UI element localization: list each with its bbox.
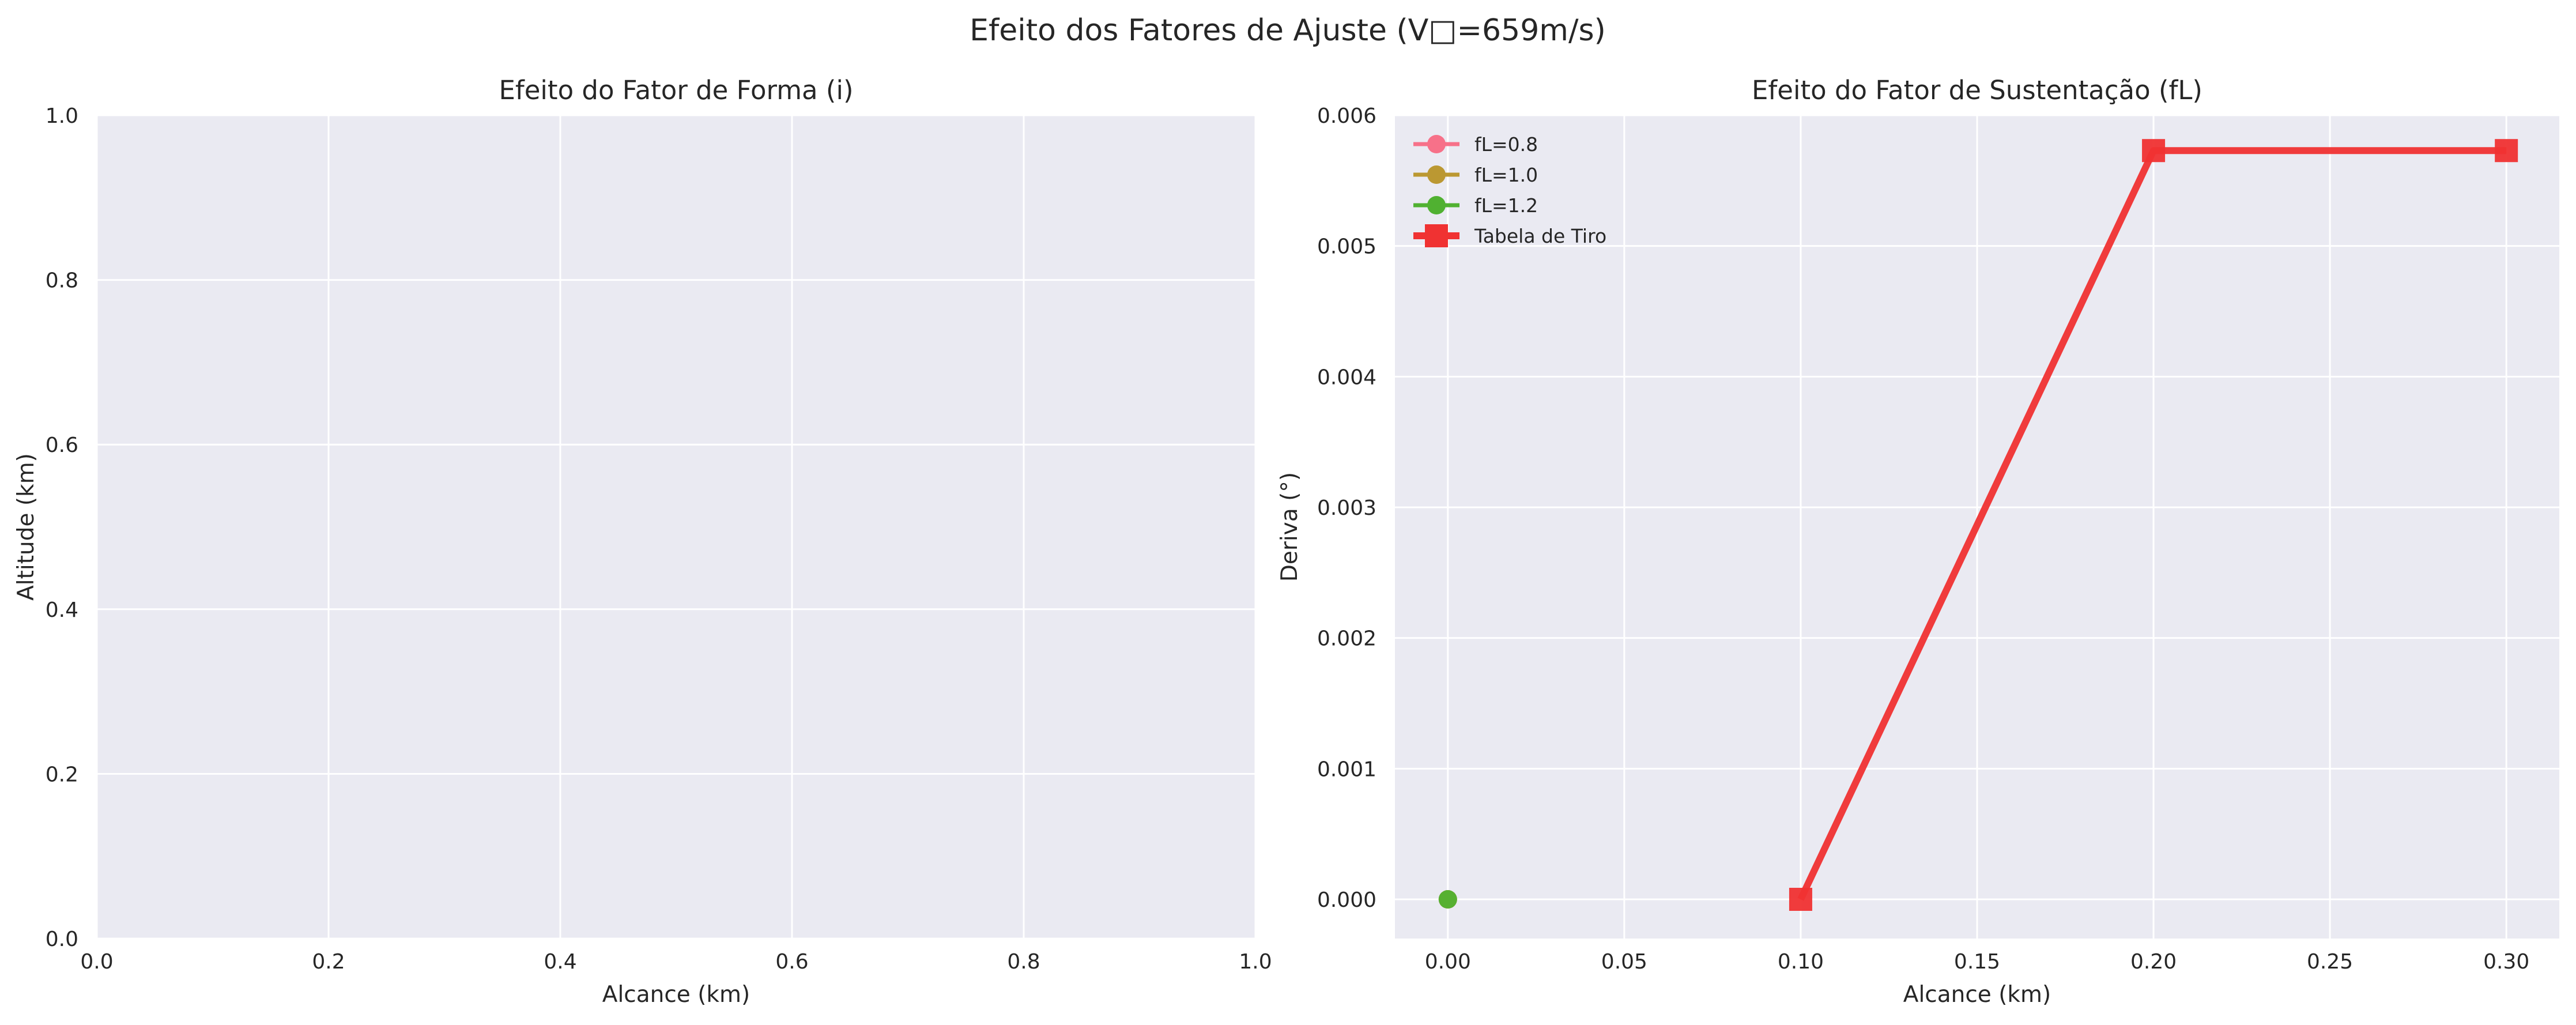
- chart-lift-factor-x-tick-label: 0.25: [2307, 950, 2353, 974]
- chart-shape-factor-x-tick-label: 1.0: [1239, 950, 1272, 974]
- chart-shape-factor-x-tick-label: 0.0: [80, 950, 113, 974]
- chart-shape-factor-title: Efeito do Fator de Forma (i): [499, 75, 853, 105]
- chart-lift-factor-series-fl-1-2-point: [1438, 890, 1457, 909]
- chart-lift-factor-x-tick-label: 0.15: [1954, 950, 2000, 974]
- chart-shape-factor-x-tick-label: 0.2: [312, 950, 345, 974]
- chart-shape-factor-y-tick-label: 0.0: [46, 928, 78, 951]
- chart-shape-factor-x-ticks: 0.0 0.2 0.4 0.6 0.8 1.0: [80, 950, 1272, 974]
- chart-shape-factor-y-ticks: 0.0 0.2 0.4 0.6 0.8 1.0: [46, 104, 78, 951]
- chart-lift-factor-y-tick-label: 0.000: [1317, 888, 1376, 912]
- chart-shape-factor-y-tick-label: 0.6: [46, 434, 78, 457]
- chart-shape-factor-y-tick-label: 0.8: [46, 269, 78, 293]
- chart-shape-factor-y-tick-label: 0.4: [46, 598, 78, 622]
- chart-lift-factor: 0.00 0.05 0.10 0.15 0.20 0.25 0.30 0.0000.0010…: [1277, 75, 2559, 1008]
- chart-lift-factor-x-ticks: 0.00 0.05 0.10 0.15 0.20 0.25 0.30: [1425, 950, 2530, 974]
- chart-lift-factor-y-axis-label: Deriva (°): [1277, 472, 1303, 582]
- chart-lift-factor-y-tick-label: 0.005: [1317, 235, 1376, 259]
- chart-lift-factor-title: Efeito do Fator de Sustentação (fL): [1752, 75, 2202, 105]
- chart-lift-factor-series-tabela-de-tiro-point: [2495, 139, 2518, 163]
- chart-shape-factor-x-tick-label: 0.4: [544, 950, 576, 974]
- chart-shape-factor-x-tick-label: 0.6: [775, 950, 808, 974]
- chart-lift-factor-x-tick-label: 0.10: [1778, 950, 1824, 974]
- chart-lift-factor-legend-tabela-de-tiro-marker: [1425, 224, 1448, 247]
- chart-shape-factor-x-axis-label: Alcance (km): [602, 982, 750, 1008]
- chart-shape-factor-y-tick-label: 1.0: [46, 104, 78, 128]
- chart-lift-factor-legend-fl-0-8-marker: [1427, 135, 1446, 153]
- chart-lift-factor-legend-fl-1-0-label: fL=1.0: [1474, 164, 1538, 186]
- chart-lift-factor-grid: [1395, 114, 2559, 939]
- chart-lift-factor-y-tick-label: 0.004: [1317, 365, 1376, 389]
- chart-lift-factor-y-tick-label: 0.002: [1317, 627, 1376, 651]
- chart-lift-factor-series-tabela-de-tiro-point: [1789, 888, 1812, 911]
- chart-lift-factor-legend-fl-1-2-marker: [1427, 196, 1446, 214]
- chart-lift-factor-y-ticks: 0.000 0.001 0.002 0.003 0.004 0.005 0.006: [1317, 104, 1376, 912]
- chart-shape-factor-x-tick-label: 0.8: [1007, 950, 1040, 974]
- chart-shape-factor: 0.0 0.2 0.4 0.6 0.8 1.0 0.0 0.2 0.4 0.6 0.8 1.0 Ef…: [13, 75, 1272, 1008]
- chart-shape-factor-plot-area: [97, 115, 1255, 939]
- chart-lift-factor-y-tick-label: 0.003: [1317, 496, 1376, 520]
- chart-shape-factor-grid: [96, 114, 1257, 940]
- chart-lift-factor-legend: fL=0.8 fL=1.0 fL=1.2 Tabela de Tiro: [1413, 133, 1606, 247]
- chart-lift-factor-y-tick-label: 0.006: [1317, 104, 1376, 128]
- chart-lift-factor-x-tick-label: 0.20: [2130, 950, 2177, 974]
- chart-lift-factor-x-tick-label: 0.30: [2483, 950, 2529, 974]
- chart-lift-factor-legend-fl-1-2-label: fL=1.2: [1474, 194, 1538, 217]
- chart-lift-factor-y-tick-label: 0.001: [1317, 758, 1376, 781]
- chart-lift-factor-legend-fl-0-8-label: fL=0.8: [1474, 133, 1538, 156]
- chart-shape-factor-y-axis-label: Altitude (km): [13, 453, 39, 601]
- chart-lift-factor-series: [1438, 139, 2518, 911]
- figure-suptitle: Efeito dos Fatores de Ajuste (V□=659m/s): [970, 13, 1606, 48]
- chart-lift-factor-series-tabela-de-tiro-point: [2142, 139, 2166, 163]
- chart-lift-factor-x-tick-label: 0.05: [1601, 950, 1647, 974]
- chart-lift-factor-x-tick-label: 0.00: [1425, 950, 1471, 974]
- chart-lift-factor-x-axis-label: Alcance (km): [1903, 982, 2051, 1008]
- chart-lift-factor-legend-fl-1-0-marker: [1427, 165, 1446, 184]
- chart-shape-factor-y-tick-label: 0.2: [46, 763, 78, 786]
- chart-lift-factor-legend-tabela-de-tiro-label: Tabela de Tiro: [1474, 225, 1606, 247]
